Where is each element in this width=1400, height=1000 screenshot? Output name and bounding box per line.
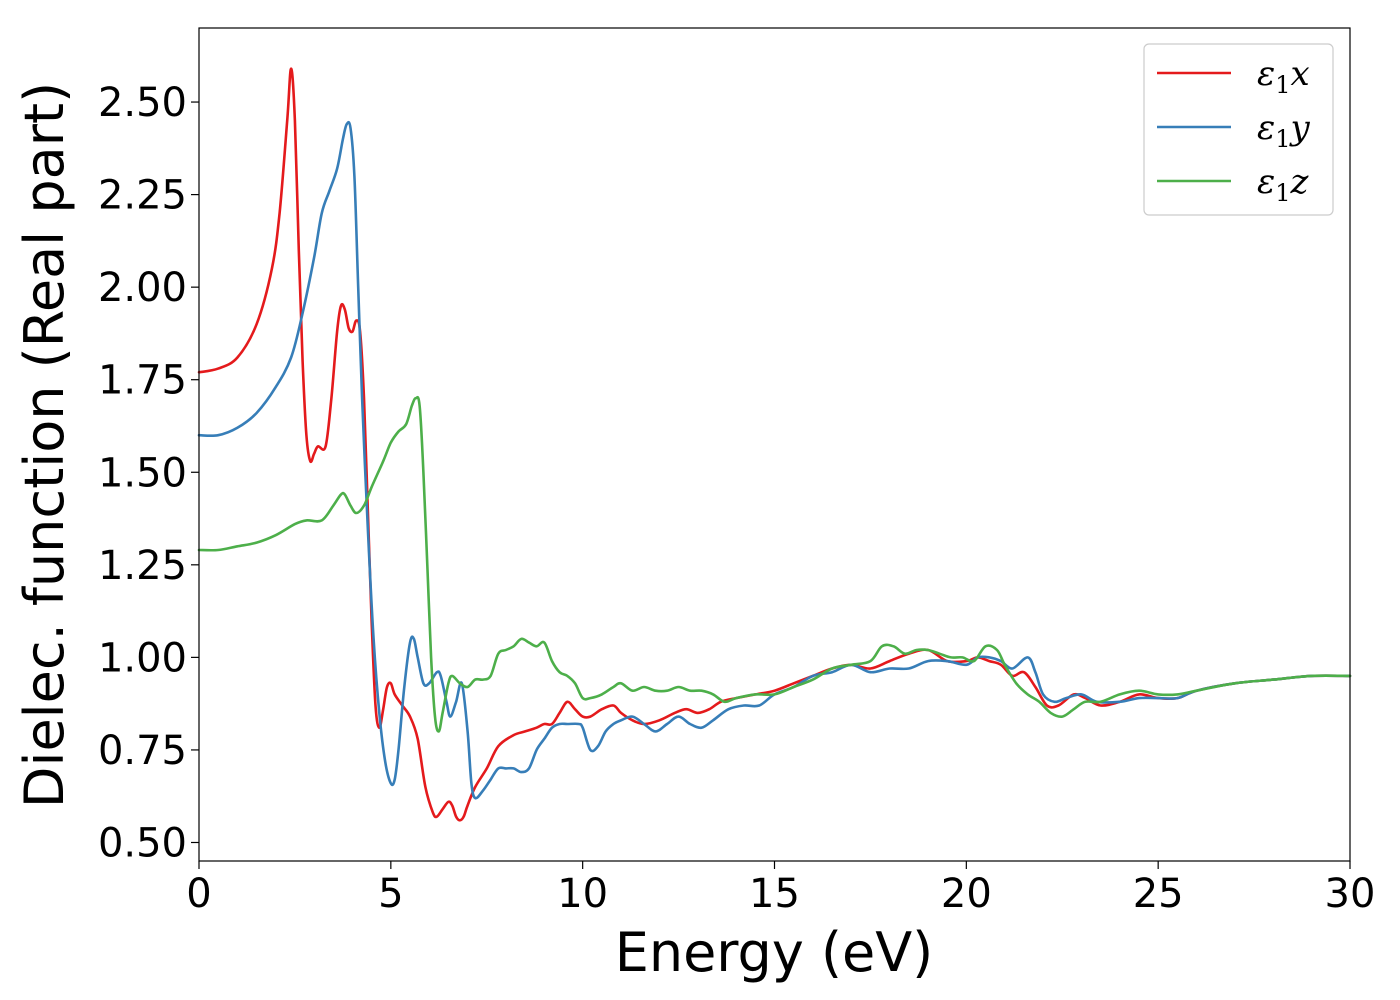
y-tick-label: 1.00 (98, 635, 187, 681)
y-tick-label: 2.25 (98, 173, 187, 219)
series-line-z (197, 395, 1352, 733)
legend-label-x: ε1x (1257, 54, 1310, 99)
legend-label-y: ε1y (1257, 108, 1311, 153)
x-tick-label: 0 (186, 871, 211, 917)
y-tick-label: 2.00 (98, 265, 187, 311)
y-axis-ticks: 0.50 0.75 1.00 1.25 1.50 1.75 2.00 2.25 2.50 (98, 80, 199, 866)
series-line-x (197, 67, 1352, 822)
x-tick-label: 5 (378, 871, 403, 917)
y-tick-label: 0.75 (98, 728, 187, 774)
y-tick-label: 1.50 (98, 450, 187, 496)
x-tick-label: 15 (749, 871, 800, 917)
y-tick-label: 2.50 (98, 80, 187, 126)
x-axis-title: Energy (eV) (615, 921, 934, 984)
series-layer (197, 67, 1352, 822)
x-tick-label: 10 (557, 871, 608, 917)
legend-label-z: ε1z (1257, 162, 1310, 207)
x-tick-label: 30 (1325, 871, 1376, 917)
legend: ε1x ε1y ε1z (1143, 43, 1334, 216)
x-tick-label: 25 (1133, 871, 1184, 917)
y-tick-label: 1.25 (98, 543, 187, 589)
x-tick-label: 20 (941, 871, 992, 917)
y-tick-label: 1.75 (98, 358, 187, 404)
y-axis-title: Dielec. function (Real part) (13, 82, 76, 808)
y-tick-label: 0.50 (98, 820, 187, 866)
legend-frame (1143, 43, 1334, 216)
x-axis-ticks: 0 5 10 15 20 25 30 (186, 861, 1375, 917)
